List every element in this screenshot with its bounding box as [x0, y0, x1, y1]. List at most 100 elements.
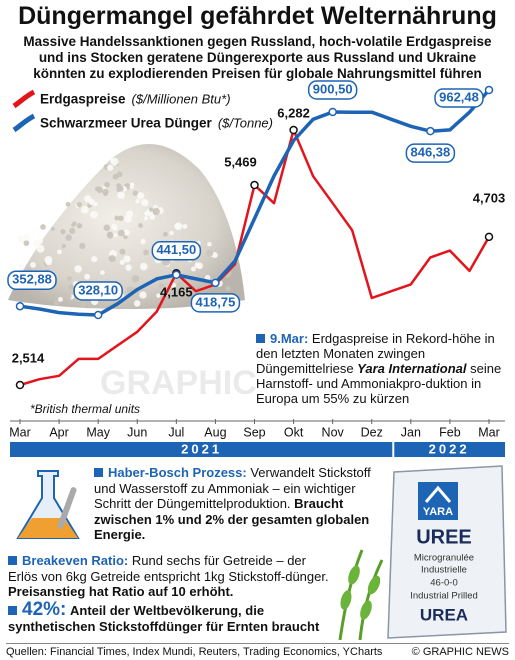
value-label: 441,50: [156, 242, 196, 257]
bag-product: UREA: [420, 605, 468, 624]
footer: Quellen: Financial Times, Index Mundi, R…: [6, 643, 509, 658]
point-marker: [289, 125, 298, 135]
granule: [111, 223, 118, 230]
x-tick-label: Jun: [127, 425, 147, 439]
value-label: 328,10: [78, 282, 118, 297]
bag-product: UREE: [416, 526, 472, 548]
granule: [103, 224, 111, 231]
granule: [140, 198, 149, 207]
point-marker: [484, 85, 494, 95]
x-tick-label: Jul: [168, 425, 184, 439]
point-marker: [211, 278, 220, 288]
info-bold: Preisanstieg hat Ratio auf 10 erhöht.: [8, 584, 234, 599]
granule: [117, 229, 125, 237]
sources: Quellen: Financial Times, Index Mundi, R…: [6, 646, 383, 658]
value-label: 900,50: [313, 81, 353, 96]
granule: [40, 224, 46, 230]
granule: [123, 255, 131, 263]
granule: [61, 243, 67, 249]
granule: [131, 275, 140, 283]
flask-icon: [16, 470, 80, 539]
x-tick-label: Apr: [49, 425, 68, 439]
subtitle-line: Massive Handelssanktionen gegen Russland…: [23, 34, 492, 49]
annotation-label: 9.Mar:: [270, 331, 309, 346]
x-tick-label: Okt: [284, 425, 304, 439]
point-marker: [426, 126, 435, 136]
granule: [71, 222, 76, 227]
granule: [81, 206, 89, 214]
granule: [76, 223, 82, 229]
granule: [74, 265, 82, 273]
bullet: [8, 606, 17, 615]
granule: [117, 191, 125, 200]
value-label-box: [7, 270, 57, 290]
granule: [113, 233, 118, 238]
value-label: 5,469: [224, 154, 257, 169]
granule: [204, 274, 211, 281]
granule: [108, 255, 116, 263]
bullet: [8, 556, 17, 565]
granule: [135, 198, 140, 204]
granule: [207, 241, 212, 247]
granule: [69, 227, 76, 235]
granule: [57, 249, 63, 255]
granule: [112, 173, 119, 180]
granule: [133, 300, 141, 307]
granule: [30, 262, 36, 268]
granule: [84, 195, 92, 203]
granule: [149, 207, 154, 212]
year-label: 2022: [429, 441, 470, 456]
info-block: Breakeven Ratio: Rund sechs für Getreide…: [8, 553, 338, 600]
x-tick-label: Mar: [9, 425, 31, 439]
granule: [139, 262, 148, 271]
chart: GRAPHIC *British thermal units Erdgaspre…: [7, 80, 505, 457]
subtitle: Massive Handelssanktionen gegen Russland…: [0, 34, 515, 82]
legend-swatch: [12, 113, 36, 133]
copyright: © GRAPHIC NEWS: [411, 646, 509, 658]
annotation-text: Erdgaspreise in Rekord-höhe in den letzt…: [256, 331, 495, 376]
granule: [18, 264, 25, 271]
value-label: 418,75: [196, 294, 236, 309]
granule: [156, 293, 161, 298]
wheat-icon: [338, 549, 384, 640]
granule: [196, 262, 203, 270]
value-label-box: [151, 241, 202, 261]
granule: [169, 230, 174, 236]
value-label: 352,88: [12, 272, 52, 287]
granule: [110, 158, 115, 163]
granule: [104, 181, 110, 188]
footnote: *British thermal units: [30, 402, 140, 416]
granule: [123, 234, 128, 240]
granule: [119, 259, 125, 265]
granule: [84, 273, 91, 280]
granule: [107, 231, 113, 237]
granule: [132, 190, 139, 196]
granule: [58, 296, 63, 302]
granule: [44, 255, 53, 264]
granule: [149, 213, 156, 220]
granule: [22, 233, 30, 241]
x-tick-label: Feb: [439, 425, 461, 439]
info-heading: 42%:: [22, 599, 67, 620]
granule: [76, 202, 83, 208]
value-label-box: [307, 80, 358, 100]
legend-unit: ($/Millionen Btu*): [132, 91, 231, 106]
year-label: 2021: [181, 441, 222, 456]
granule: [96, 186, 104, 194]
granule: [162, 231, 168, 237]
granule: [36, 244, 45, 253]
granule: [79, 242, 86, 250]
fertilizer-pile: [8, 143, 245, 309]
info-bold: Braucht zwischen 1% und 2% der gesamten …: [94, 496, 370, 542]
point-marker: [484, 232, 494, 242]
bag-text: Microgranulée: [414, 553, 474, 564]
annotation-text: seine Harnstoff- und Ammoniakpro-duktion…: [256, 361, 502, 406]
granule: [65, 201, 71, 207]
value-label: 6,282: [277, 105, 310, 120]
granule: [66, 293, 72, 300]
granule: [91, 255, 98, 263]
point-marker: [328, 107, 337, 117]
granule: [129, 182, 135, 187]
point-marker: [93, 310, 103, 320]
